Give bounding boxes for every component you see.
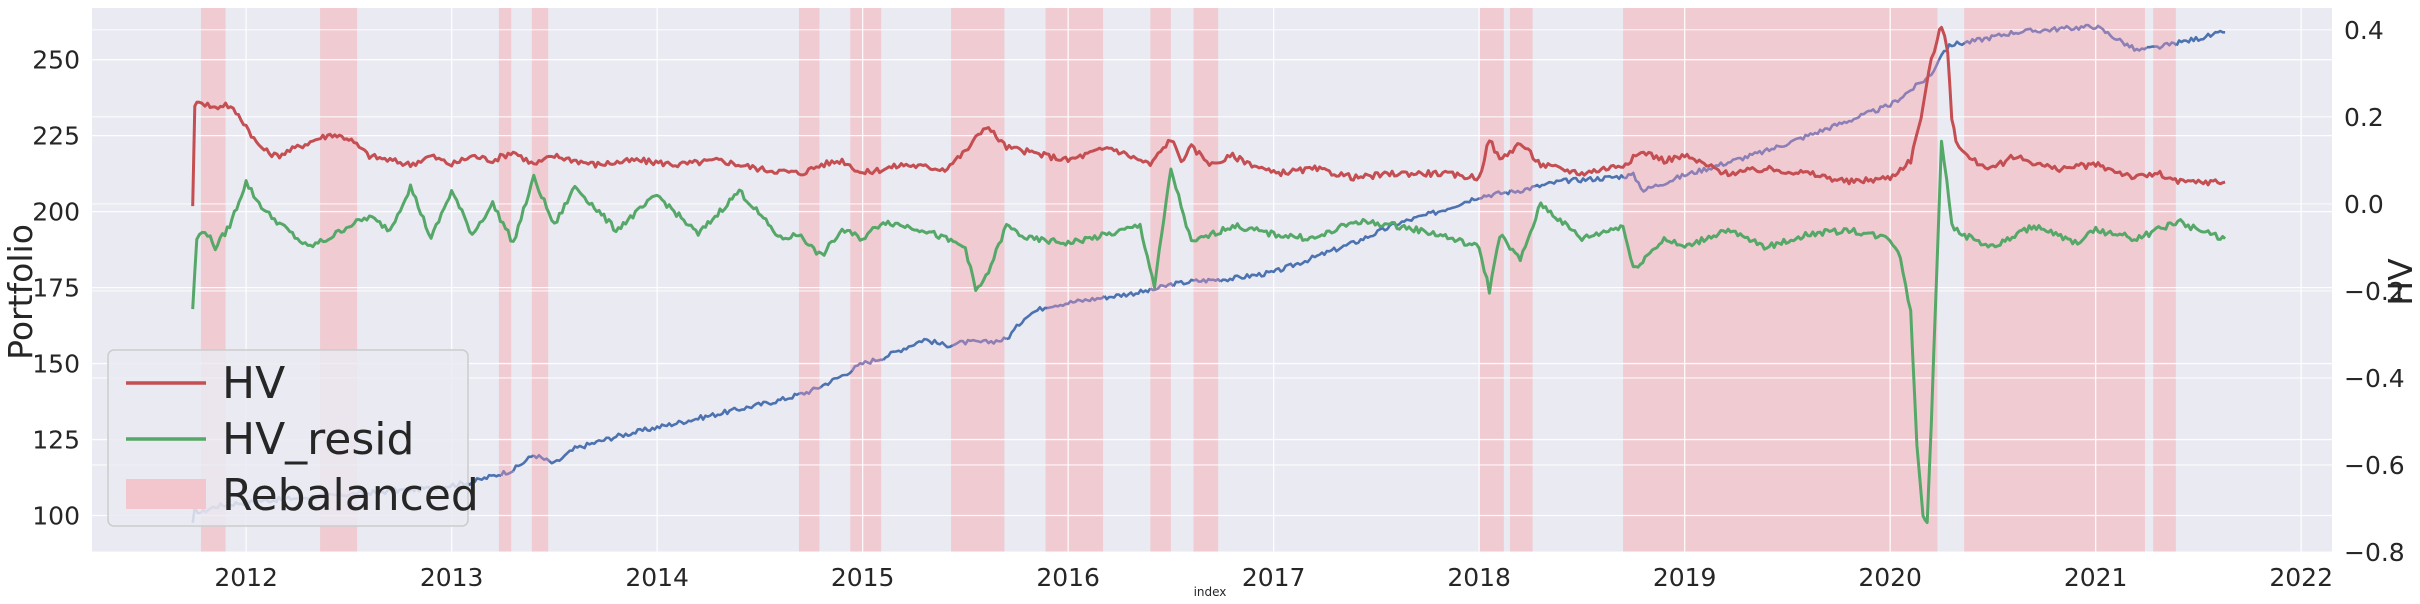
legend-hv-resid-label: HV_resid (222, 414, 414, 465)
portfolio-line-segment-25 (1623, 59, 1941, 193)
portfolio-line-segment-21 (1479, 190, 1507, 200)
portfolio-line-segment-12 (882, 337, 954, 361)
y-right-tick-5: 0.2 (2344, 103, 2384, 132)
portfolio-line-segment-10 (819, 369, 854, 389)
y-left-tick-labels: 100 125 150 175 200 225 250 (32, 46, 80, 531)
portfolio-line-segment-16 (1103, 287, 1152, 301)
portfolio-line-segment-30 (2175, 29, 2226, 47)
portfolio-line-segment-18 (1172, 278, 1195, 288)
y-right-tick-3: −0.2 (2344, 277, 2405, 306)
rebalanced-span-13 (1964, 8, 2145, 552)
portfolio-line-segment-13 (952, 336, 1008, 347)
legend-rebalanced-label: Rebalanced (222, 470, 479, 521)
y-left-tick-175: 175 (32, 274, 80, 303)
portfolio-line-segment-24 (1534, 174, 1625, 189)
x-tick-2016: 2016 (1036, 563, 1100, 592)
portfolio-line-segment-27 (1963, 23, 2148, 52)
portfolio-line-segment-23 (1509, 185, 1535, 194)
rebalanced-span-2 (498, 8, 512, 552)
rebalanced-span-7 (1045, 8, 1104, 552)
x-tick-2022: 2022 (2269, 563, 2333, 592)
y-right-tick-6: 0.4 (2344, 16, 2384, 45)
portfolio-line-segment-5 (500, 469, 514, 477)
portfolio-line-segment-29 (2154, 41, 2178, 50)
portfolio-line-segment-20 (1219, 197, 1480, 283)
legend-hv-label: HV (222, 358, 285, 409)
portfolio-line-segment-19 (1193, 277, 1222, 284)
rebalanced-span-6 (951, 8, 1005, 552)
x-axis-label: index (1194, 585, 1227, 599)
rebalanced-span-3 (531, 8, 549, 552)
legend-rebalanced-swatch (126, 479, 206, 509)
y-left-axis-label: Portfolio (1, 224, 40, 360)
x-tick-2021: 2021 (2064, 563, 2128, 592)
x-tick-2018: 2018 (1447, 563, 1511, 592)
legend: HV HV_resid Rebalanced (107, 349, 479, 527)
y-right-tick-1: −0.6 (2344, 451, 2405, 480)
y-left-tick-100: 100 (32, 502, 80, 531)
x-tick-2012: 2012 (214, 563, 278, 592)
portfolio-line-segment-8 (548, 392, 801, 465)
portfolio-line-segment-6 (512, 454, 535, 472)
rebalanced-span-5 (850, 8, 882, 552)
y-right-tick-2: −0.4 (2344, 364, 2405, 393)
x-tick-2017: 2017 (1242, 563, 1306, 592)
rebalanced-span-12 (1623, 8, 1938, 552)
x-tick-2014: 2014 (625, 563, 689, 592)
portfolio-line-segment-26 (1937, 40, 1966, 61)
portfolio-line-segment-17 (1149, 282, 1175, 292)
rebalanced-spans (200, 8, 2176, 552)
portfolio-line-segment-7 (532, 454, 551, 462)
portfolio-line-segment-9 (799, 386, 822, 396)
x-tick-2015: 2015 (831, 563, 895, 592)
y-right-tick-4: 0.0 (2344, 190, 2384, 219)
hv-line (191, 25, 2226, 207)
hv-resid-line (191, 139, 2227, 524)
y-left-tick-200: 200 (32, 198, 80, 227)
x-tick-2020: 2020 (1858, 563, 1922, 592)
y-left-tick-225: 225 (32, 122, 80, 151)
rebalanced-span-4 (798, 8, 820, 552)
y-right-axis-label: HV (2381, 258, 2420, 306)
rebalanced-span-11 (1509, 8, 1533, 552)
rebalanced-span-14 (2153, 8, 2176, 552)
portfolio-line-segment-15 (1047, 294, 1106, 310)
x-tick-labels: 2012 2013 2014 2015 2016 2017 2018 2019 2020 2021… (214, 563, 2333, 592)
portfolio-line-segment-11 (851, 357, 884, 372)
x-tick-2013: 2013 (420, 563, 484, 592)
y-left-tick-250: 250 (32, 46, 80, 75)
y-left-tick-150: 150 (32, 350, 80, 379)
portfolio-line-segment-28 (2147, 45, 2155, 49)
y-left-tick-125: 125 (32, 426, 80, 455)
y-right-tick-0: −0.8 (2344, 538, 2405, 567)
portfolio-line-segment-14 (1006, 306, 1048, 341)
y-right-tick-labels: −0.8 −0.6 −0.4 −0.2 0.0 0.2 0.4 (2344, 16, 2405, 567)
x-tick-2019: 2019 (1653, 563, 1717, 592)
portfolio-line-segment-22 (1504, 189, 1512, 196)
